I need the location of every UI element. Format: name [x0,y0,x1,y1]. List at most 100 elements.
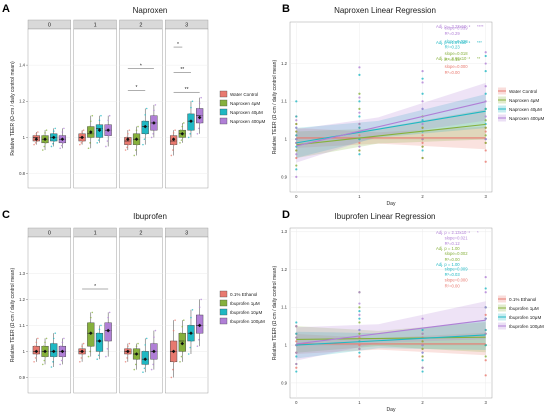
data-point [174,319,176,322]
data-point [187,136,190,139]
y-tick-label: 1.1 [281,305,287,310]
significance-stars: *** [477,40,482,45]
data-point [105,355,107,358]
data-point [126,146,128,149]
x-tick-label: 1 [358,194,361,199]
data-point [83,136,86,139]
data-point [128,342,131,345]
data-point [154,104,157,106]
confidence-band [296,322,486,353]
data-point [134,363,137,366]
mean-marker [51,349,56,354]
data-point [484,355,487,358]
data-point [200,298,202,301]
data-point [108,340,110,342]
data-point [358,73,361,76]
chart-title: Ibuprofen [133,212,167,221]
data-point [172,368,174,371]
data-point [484,119,487,122]
data-point [179,129,182,131]
y-tick-label: 1.2 [19,99,25,104]
data-point [42,134,45,137]
data-point [108,134,110,137]
data-point [358,351,361,354]
data-point [134,149,137,151]
data-point [80,357,83,359]
regression-stat-label: slope=0.000 [445,278,469,283]
data-point [358,332,361,335]
data-point [295,115,298,118]
data-point [105,322,108,324]
data-point [143,367,146,370]
y-tick-label: 1.1 [281,99,287,104]
data-point [180,355,183,358]
data-point [63,337,65,340]
significance-label: ** [185,87,189,93]
data-point [174,129,176,131]
data-point [295,119,298,122]
mean-marker [34,137,39,142]
data-point [484,313,487,316]
data-point [197,107,199,110]
regression-line [296,101,486,147]
data-point [152,363,154,366]
legend-entry: Naproxen 40μM [230,110,263,115]
legend-entry: Ibuprofen 1μM [230,301,260,306]
data-point [151,114,154,117]
data-point [153,358,156,361]
data-point [295,164,298,167]
facet-label: 0 [48,230,51,236]
data-point [358,107,361,110]
data-point [421,355,424,358]
data-point [295,149,298,152]
data-point [91,114,94,117]
mean-marker [43,137,47,142]
data-point [190,129,193,131]
facet-label: 1 [94,22,97,28]
data-point [107,119,109,122]
legend-swatch [219,108,228,116]
data-point [358,347,361,350]
data-point [153,109,155,112]
data-point [484,291,487,294]
data-point [484,51,487,54]
facet-label: 1 [94,230,97,236]
x-axis-label: Day [387,201,396,207]
data-point [484,85,487,88]
data-point [34,134,36,137]
adjusted-p-label: Adj. p = 1.00 [436,246,460,251]
significance-stars: **** [477,24,484,29]
data-point [146,125,149,128]
data-point [175,350,177,353]
confidence-band [296,319,486,359]
data-point [63,127,65,130]
data-point [421,156,424,160]
data-point [190,106,192,109]
data-point [88,125,91,128]
y-axis-label: Relative TEER (Ω·cm / daily control mean… [272,60,278,155]
data-point [61,131,64,133]
legend-entry: Naproxen 4μM [230,101,260,106]
data-point [484,344,487,347]
regression-stat-label: R²=0.29 [445,31,461,36]
facet-panel [73,28,117,189]
data-point [358,134,361,137]
data-point [55,136,57,139]
legend-swatch [219,308,228,316]
data-point [51,132,54,135]
data-point [46,138,49,141]
legend-entry: Ibuprofen 10μM [509,315,541,320]
legend-swatch [219,117,228,125]
data-point [108,114,111,117]
data-point [59,147,61,150]
data-point [484,62,487,65]
data-point [421,141,424,144]
data-point [43,145,46,148]
data-point [52,142,54,145]
data-point [54,127,57,130]
legend-entry: 0.1% Ethanol [230,292,257,297]
data-point [190,316,192,319]
data-point [295,370,298,373]
data-point [152,132,154,135]
data-point [135,129,138,131]
